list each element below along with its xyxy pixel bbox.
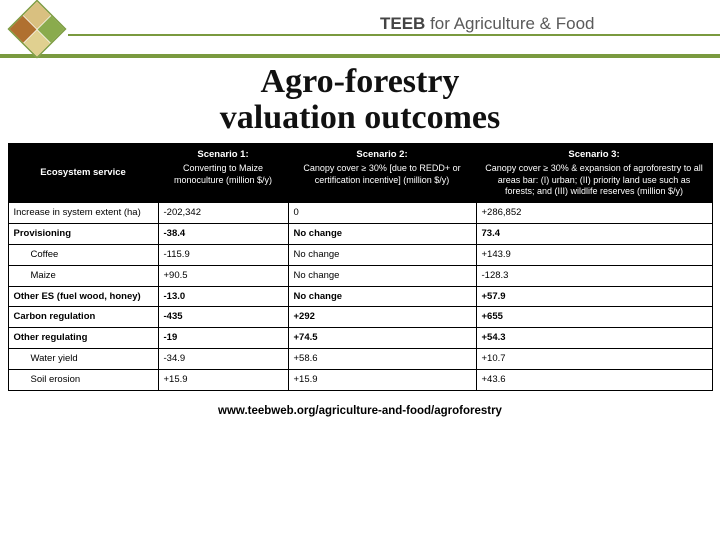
cell-scenario-1: -38.4 xyxy=(158,223,288,244)
col-scenario-2: Scenario 2: Canopy cover ≥ 30% [due to R… xyxy=(288,144,476,203)
cell-scenario-1: +90.5 xyxy=(158,265,288,286)
col-ecosystem-service: Ecosystem service xyxy=(8,144,158,203)
cell-scenario-3: 73.4 xyxy=(476,223,712,244)
scenario-2-title: Scenario 2: xyxy=(295,149,470,161)
cell-scenario-1: -13.0 xyxy=(158,286,288,307)
brand-bold: TEEB xyxy=(380,14,425,33)
row-label: Soil erosion xyxy=(8,370,158,391)
footer-url: www.teebweb.org/agriculture-and-food/agr… xyxy=(0,405,720,417)
table-row: Soil erosion+15.9+15.9+43.6 xyxy=(8,370,712,391)
cell-scenario-2: 0 xyxy=(288,203,476,224)
cell-scenario-3: +10.7 xyxy=(476,349,712,370)
brand-light: for Agriculture & Food xyxy=(425,14,594,33)
cell-scenario-2: +74.5 xyxy=(288,328,476,349)
scenario-1-title: Scenario 1: xyxy=(165,149,282,161)
table-row: Other regulating-19+74.5+54.3 xyxy=(8,328,712,349)
header-rule xyxy=(68,34,720,36)
cell-scenario-3: +286,852 xyxy=(476,203,712,224)
cell-scenario-1: +15.9 xyxy=(158,370,288,391)
col-scenario-3: Scenario 3: Canopy cover ≥ 30% & expansi… xyxy=(476,144,712,203)
table-row: Increase in system extent (ha)-202,3420+… xyxy=(8,203,712,224)
row-label: Other regulating xyxy=(8,328,158,349)
table-header-row: Ecosystem service Scenario 1: Converting… xyxy=(8,144,712,203)
cell-scenario-1: -34.9 xyxy=(158,349,288,370)
cell-scenario-3: +655 xyxy=(476,307,712,328)
valuation-table: Ecosystem service Scenario 1: Converting… xyxy=(8,143,713,391)
col-scenario-1: Scenario 1: Converting to Maize monocult… xyxy=(158,144,288,203)
row-label: Provisioning xyxy=(8,223,158,244)
scenario-3-desc: Canopy cover ≥ 30% & expansion of agrofo… xyxy=(483,163,706,197)
cell-scenario-1: -435 xyxy=(158,307,288,328)
scenario-1-desc: Converting to Maize monoculture (million… xyxy=(165,163,282,186)
cell-scenario-2: No change xyxy=(288,244,476,265)
table-row: Water yield-34.9+58.6+10.7 xyxy=(8,349,712,370)
cell-scenario-2: +58.6 xyxy=(288,349,476,370)
cell-scenario-3: +54.3 xyxy=(476,328,712,349)
table-row: Carbon regulation-435+292+655 xyxy=(8,307,712,328)
page-title: Agro-forestry valuation outcomes xyxy=(0,64,720,135)
table-row: Maize+90.5No change-128.3 xyxy=(8,265,712,286)
cell-scenario-3: +43.6 xyxy=(476,370,712,391)
cell-scenario-2: +15.9 xyxy=(288,370,476,391)
teeb-logo xyxy=(7,0,66,59)
title-line-2: valuation outcomes xyxy=(220,99,501,136)
cell-scenario-2: No change xyxy=(288,286,476,307)
row-label: Carbon regulation xyxy=(8,307,158,328)
cell-scenario-3: +57.9 xyxy=(476,286,712,307)
table-row: Coffee-115.9No change+143.9 xyxy=(8,244,712,265)
cell-scenario-1: -202,342 xyxy=(158,203,288,224)
row-label: Coffee xyxy=(8,244,158,265)
table-row: Provisioning-38.4No change73.4 xyxy=(8,223,712,244)
row-label: Maize xyxy=(8,265,158,286)
brand-text: TEEB for Agriculture & Food xyxy=(380,14,594,34)
cell-scenario-2: +292 xyxy=(288,307,476,328)
row-label: Increase in system extent (ha) xyxy=(8,203,158,224)
table-row: Other ES (fuel wood, honey)-13.0No chang… xyxy=(8,286,712,307)
cell-scenario-1: -19 xyxy=(158,328,288,349)
cell-scenario-2: No change xyxy=(288,223,476,244)
scenario-3-title: Scenario 3: xyxy=(483,149,706,161)
cell-scenario-3: +143.9 xyxy=(476,244,712,265)
row-label: Water yield xyxy=(8,349,158,370)
cell-scenario-1: -115.9 xyxy=(158,244,288,265)
cell-scenario-3: -128.3 xyxy=(476,265,712,286)
title-line-1: Agro-forestry xyxy=(261,63,460,100)
slide-header: TEEB for Agriculture & Food xyxy=(0,0,720,58)
row-label: Other ES (fuel wood, honey) xyxy=(8,286,158,307)
scenario-2-desc: Canopy cover ≥ 30% [due to REDD+ or cert… xyxy=(295,163,470,186)
cell-scenario-2: No change xyxy=(288,265,476,286)
